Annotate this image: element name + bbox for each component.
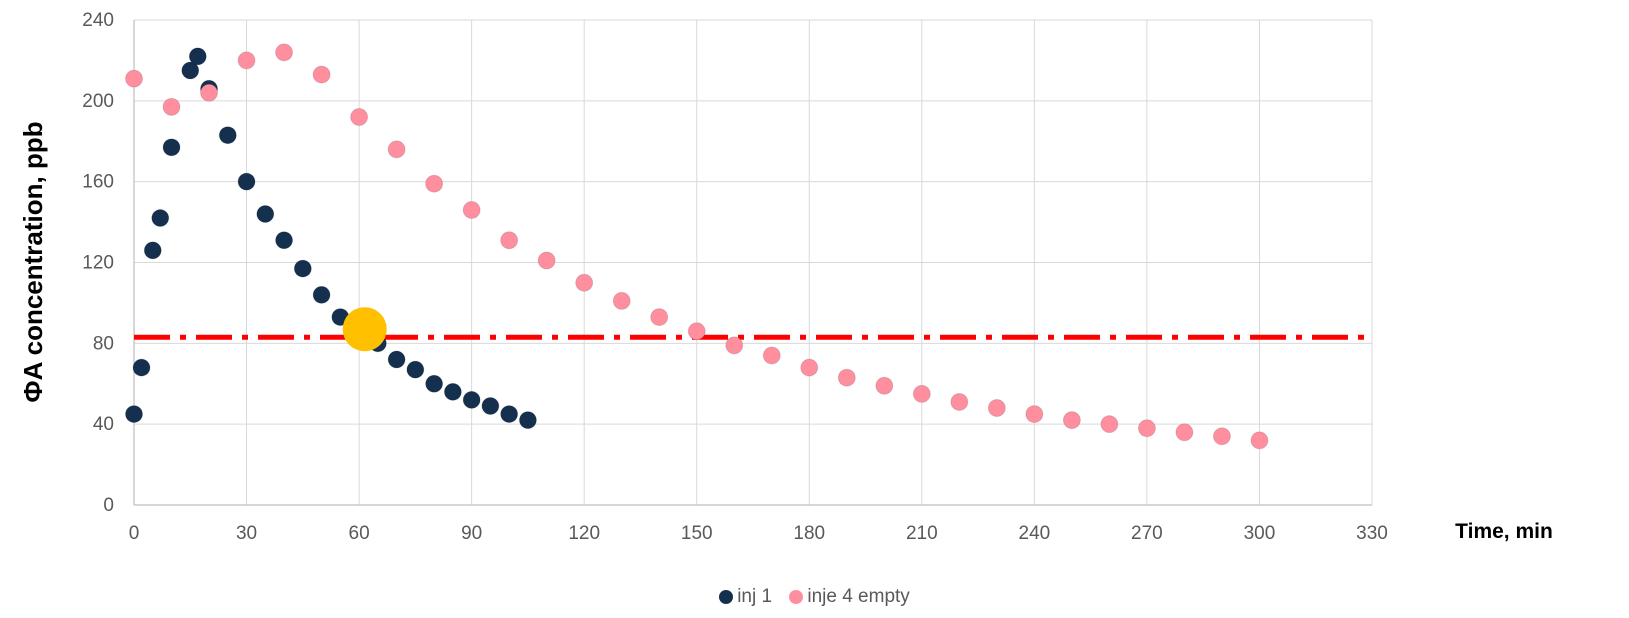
- x-tick-label: 270: [1131, 523, 1163, 544]
- series-1-point: [426, 375, 443, 392]
- series-1-point: [294, 260, 311, 277]
- x-tick-label: 240: [1019, 523, 1051, 544]
- series-2-point: [1213, 428, 1230, 445]
- series-2-point: [163, 98, 180, 115]
- series-2-point: [538, 252, 555, 269]
- legend: inj 1 inje 4 empty: [0, 586, 1629, 610]
- series-1-point: [238, 173, 255, 190]
- series-1-point: [163, 139, 180, 156]
- series-1-point: [144, 242, 161, 259]
- x-tick-label: 150: [681, 523, 713, 544]
- series-2-point: [576, 274, 593, 291]
- series-2-point: [388, 141, 405, 158]
- legend-item-series-2: inje 4 empty: [789, 586, 909, 608]
- series-2-point: [876, 377, 893, 394]
- series-1-marker-icon: [719, 590, 733, 604]
- x-tick-label: 30: [236, 523, 257, 544]
- series-1-point: [126, 406, 143, 423]
- series-1-point: [519, 412, 536, 429]
- highlight-marker-group: [343, 307, 387, 351]
- series-2-point: [613, 292, 630, 309]
- series-2-point: [913, 385, 930, 402]
- series-1-point: [257, 206, 274, 223]
- series-1-point: [189, 48, 206, 65]
- series-2-point: [1063, 412, 1080, 429]
- series-1-point: [152, 210, 169, 227]
- y-axis-label: ФA concentration, ppb: [18, 121, 48, 402]
- series-1-point: [407, 361, 424, 378]
- series-2-point: [1251, 432, 1268, 449]
- series-1-point: [501, 406, 518, 423]
- y-tick-label: 240: [82, 10, 114, 31]
- series-2-point: [838, 369, 855, 386]
- series-2-point: [1101, 416, 1118, 433]
- series-1-point: [276, 232, 293, 249]
- series-2-point: [426, 175, 443, 192]
- legend-label-series-2: inje 4 empty: [807, 586, 909, 608]
- y-tick-label: 160: [82, 172, 114, 193]
- x-tick-label: 210: [906, 523, 938, 544]
- y-tick-label: 120: [82, 253, 114, 274]
- series-1-point: [133, 359, 150, 376]
- highlight-marker: [343, 307, 387, 351]
- x-tick-label: 120: [568, 523, 600, 544]
- series-1-point: [313, 286, 330, 303]
- x-tick-label: 90: [461, 523, 482, 544]
- series-2-point: [688, 323, 705, 340]
- x-tick-label: 180: [793, 523, 825, 544]
- series-1-point: [388, 351, 405, 368]
- series-2-point: [951, 393, 968, 410]
- legend-item-series-1: inj 1: [719, 586, 772, 608]
- y-tick-label: 0: [103, 495, 114, 516]
- series-1-point: [463, 391, 480, 408]
- series-2-marker-icon: [789, 590, 803, 604]
- series-2-point: [651, 309, 668, 326]
- x-tick-label: 300: [1244, 523, 1276, 544]
- series-2-point: [763, 347, 780, 364]
- y-tick-label: 80: [93, 333, 114, 354]
- series-2-point: [726, 337, 743, 354]
- series-2-point: [351, 109, 368, 126]
- series-2-point: [238, 52, 255, 69]
- tick-labels: 0 40 80 120 160 200 240 0 30 60 90 120 150 180 210 240 2…: [82, 10, 1388, 544]
- x-tick-label: 330: [1356, 523, 1388, 544]
- series-2-point: [463, 201, 480, 218]
- series-2-point: [201, 84, 218, 101]
- series-1-point: [482, 397, 499, 414]
- series-1-point: [444, 383, 461, 400]
- series-2-point: [501, 232, 518, 249]
- series-2-point: [126, 70, 143, 87]
- y-tick-label: 200: [82, 91, 114, 112]
- series-1-point: [219, 127, 236, 144]
- series-2-point: [276, 44, 293, 61]
- x-tick-label: 60: [349, 523, 370, 544]
- series-2-point: [313, 66, 330, 83]
- series-2-point: [1176, 424, 1193, 441]
- x-axis-label: Time, min: [1455, 520, 1553, 543]
- series-2-point: [1138, 420, 1155, 437]
- series-2-point: [988, 400, 1005, 417]
- legend-label-series-1: inj 1: [737, 586, 772, 608]
- x-tick-label: 0: [129, 523, 140, 544]
- series-2-point: [801, 359, 818, 376]
- series-2-point: [1026, 406, 1043, 423]
- y-tick-label: 40: [93, 414, 114, 435]
